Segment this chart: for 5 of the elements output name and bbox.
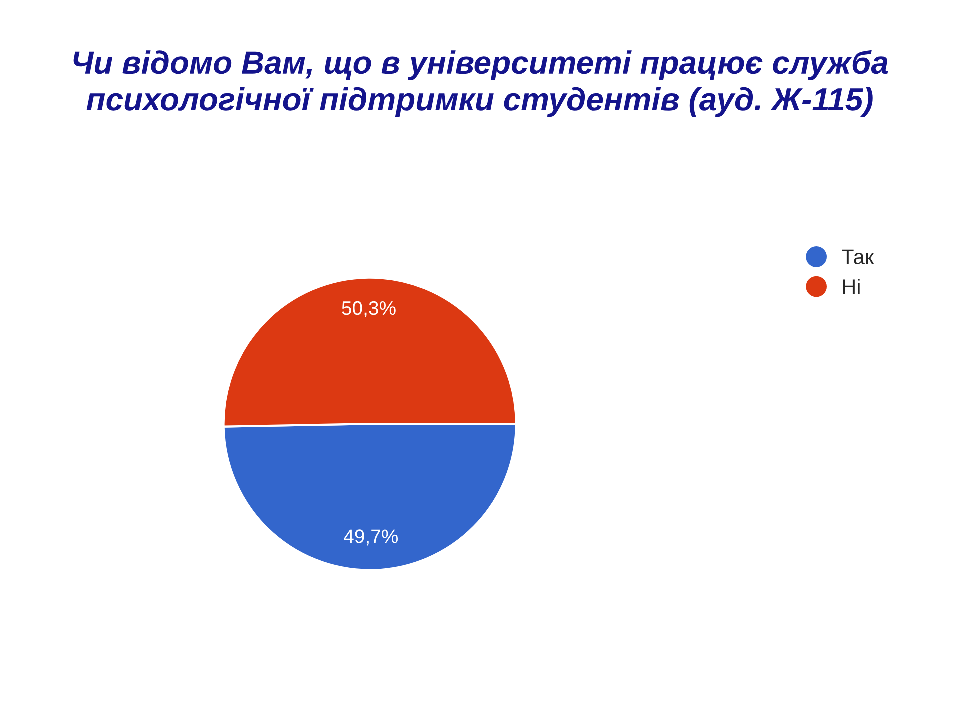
legend-label: Так	[842, 250, 874, 264]
data-label: 49,7%	[344, 530, 398, 546]
data-label: 50,3%	[342, 301, 396, 318]
legend-label: Ні	[843, 278, 860, 294]
chart-title: Чи відомо Вам, що в університеті працює служба психологічної підтримки студентів (ауд. Ж-115)	[74, 50, 888, 118]
